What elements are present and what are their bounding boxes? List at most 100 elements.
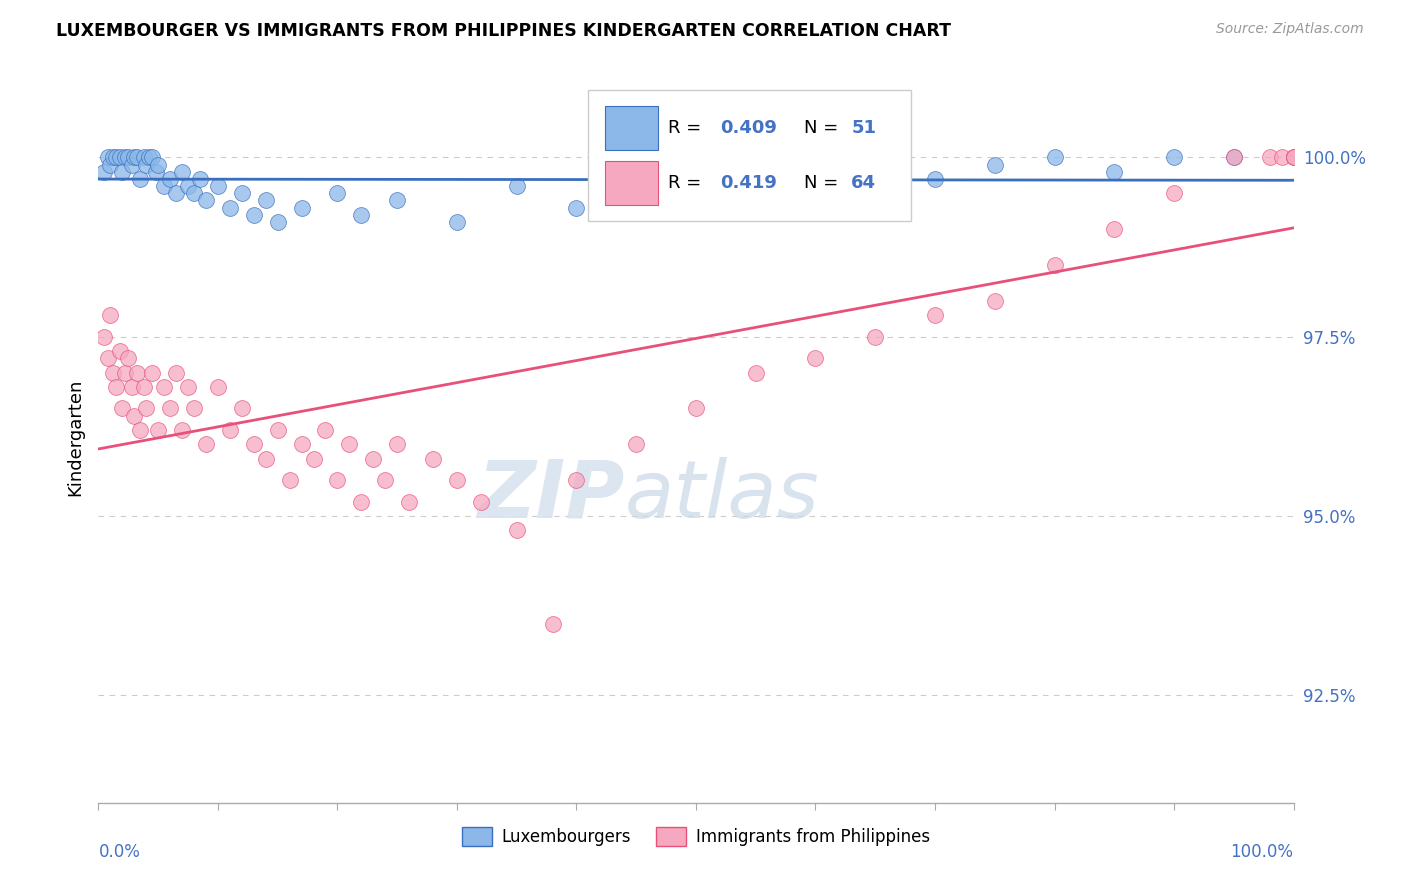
Point — [159, 401, 181, 416]
Point — [148, 158, 170, 172]
Point — [1223, 150, 1246, 164]
Text: 0.409: 0.409 — [720, 120, 776, 137]
Point — [685, 401, 707, 416]
Point — [350, 494, 373, 508]
Point — [446, 473, 468, 487]
Point — [243, 437, 266, 451]
Point — [124, 150, 146, 164]
Point — [1163, 150, 1185, 164]
Point — [745, 366, 768, 380]
Point — [159, 172, 181, 186]
Point — [804, 165, 827, 179]
Point — [219, 423, 242, 437]
Text: 0.419: 0.419 — [720, 174, 776, 192]
Point — [326, 473, 349, 487]
Text: atlas: atlas — [624, 457, 820, 534]
Text: 51: 51 — [852, 120, 876, 137]
Point — [626, 437, 648, 451]
Point — [165, 366, 187, 380]
Point — [565, 201, 588, 215]
Text: N =: N = — [804, 120, 844, 137]
Point — [1282, 150, 1305, 164]
Point — [1043, 258, 1066, 272]
Point — [1223, 150, 1246, 164]
Point — [291, 437, 314, 451]
Point — [374, 473, 396, 487]
Point — [565, 473, 588, 487]
Point — [97, 150, 120, 164]
Point — [1104, 165, 1126, 179]
Point — [108, 150, 131, 164]
Point — [231, 401, 253, 416]
Point — [207, 380, 229, 394]
Text: LUXEMBOURGER VS IMMIGRANTS FROM PHILIPPINES KINDERGARTEN CORRELATION CHART: LUXEMBOURGER VS IMMIGRANTS FROM PHILIPPI… — [56, 22, 952, 40]
Point — [924, 172, 946, 186]
Point — [924, 308, 946, 322]
Text: ZIP: ZIP — [477, 457, 624, 534]
Point — [132, 150, 155, 164]
Point — [291, 201, 314, 215]
Point — [626, 172, 648, 186]
Point — [219, 201, 242, 215]
Point — [135, 401, 157, 416]
Point — [121, 158, 143, 172]
Point — [804, 351, 827, 366]
Text: R =: R = — [668, 120, 707, 137]
Text: 0.0%: 0.0% — [98, 843, 141, 861]
Point — [111, 401, 134, 416]
Point — [385, 437, 409, 451]
Point — [153, 380, 176, 394]
Point — [165, 186, 187, 201]
Point — [1163, 186, 1185, 201]
Point — [315, 423, 337, 437]
Point — [745, 179, 768, 194]
Point — [145, 165, 167, 179]
Point — [141, 366, 163, 380]
Point — [101, 150, 124, 164]
Point — [117, 351, 139, 366]
Point — [1271, 150, 1294, 164]
Point — [267, 215, 290, 229]
Point — [114, 150, 136, 164]
Point — [1104, 222, 1126, 236]
Point — [108, 344, 131, 359]
Point — [188, 172, 211, 186]
Point — [172, 165, 194, 179]
Text: R =: R = — [668, 174, 707, 192]
Point — [1282, 150, 1305, 164]
Point — [93, 329, 115, 343]
Point — [302, 451, 325, 466]
Point — [101, 366, 124, 380]
Point — [183, 186, 205, 201]
Point — [506, 524, 529, 538]
Point — [1282, 150, 1305, 164]
Y-axis label: Kindergarten: Kindergarten — [66, 378, 84, 496]
Point — [124, 409, 146, 423]
Point — [422, 451, 444, 466]
Point — [105, 150, 128, 164]
Point — [254, 194, 277, 208]
Point — [231, 186, 253, 201]
Point — [129, 423, 152, 437]
Point — [541, 616, 564, 631]
Point — [93, 165, 115, 179]
Text: 64: 64 — [852, 174, 876, 192]
Point — [141, 150, 163, 164]
Point — [865, 186, 887, 201]
Point — [135, 158, 157, 172]
Point — [1282, 150, 1305, 164]
Point — [385, 194, 409, 208]
Point — [350, 208, 373, 222]
Point — [446, 215, 468, 229]
Point — [98, 158, 122, 172]
Point — [97, 351, 120, 366]
Point — [685, 194, 707, 208]
Point — [267, 423, 290, 437]
Point — [1258, 150, 1281, 164]
Point — [114, 366, 136, 380]
Point — [117, 150, 139, 164]
Point — [363, 451, 385, 466]
Point — [98, 308, 122, 322]
Point — [105, 380, 128, 394]
Point — [129, 172, 152, 186]
